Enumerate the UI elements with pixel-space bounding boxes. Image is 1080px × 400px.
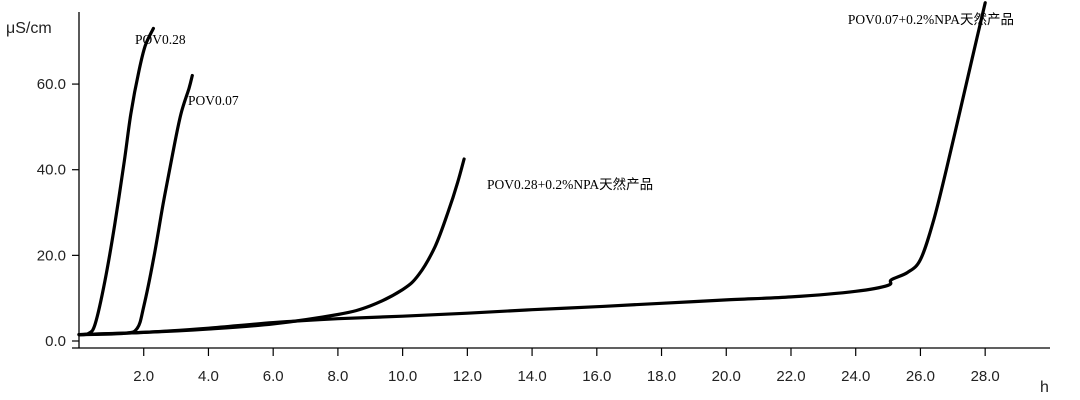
y-axis-unit-label: μS/cm bbox=[6, 20, 52, 37]
y-tick-label: 0.0 bbox=[45, 333, 66, 350]
series-lines bbox=[77, 1, 987, 337]
x-tick-label: 18.0 bbox=[647, 368, 676, 385]
series-label-1: POV0.28 bbox=[135, 32, 186, 47]
x-tick-label: 22.0 bbox=[776, 368, 805, 385]
x-axis-unit-label: h bbox=[1040, 379, 1049, 396]
series-labels: POV0.28 POV0.07 POV0.28+0.2%NPA天然产品 POV0.07… bbox=[135, 11, 1014, 192]
series-line-3 bbox=[77, 157, 466, 337]
x-tick-label: 2.0 bbox=[133, 368, 154, 385]
axes: μS/cm h bbox=[6, 12, 1050, 396]
x-tick-label: 26.0 bbox=[906, 368, 935, 385]
x-tick-label: 28.0 bbox=[971, 368, 1000, 385]
x-tick-label: 12.0 bbox=[453, 368, 482, 385]
series-line-1 bbox=[77, 26, 155, 337]
ticks: 2.0 4.0 6.0 8.0 10.0 12.0 14.0 16.0 18.0 20.0 22.0… bbox=[37, 76, 1000, 385]
series-label-4: POV0.07+0.2%NPA天然产品 bbox=[848, 11, 1014, 27]
x-tick-label: 16.0 bbox=[582, 368, 611, 385]
x-tick-label: 10.0 bbox=[388, 368, 417, 385]
x-tick-label: 8.0 bbox=[327, 368, 348, 385]
y-tick-label: 40.0 bbox=[37, 162, 66, 179]
series-line-2 bbox=[77, 73, 194, 337]
x-tick-label: 20.0 bbox=[712, 368, 741, 385]
series-label-3: POV0.28+0.2%NPA天然产品 bbox=[487, 176, 653, 192]
y-tick-label: 20.0 bbox=[37, 247, 66, 264]
x-tick-label: 24.0 bbox=[841, 368, 870, 385]
series-label-2: POV0.07 bbox=[188, 93, 239, 108]
y-tick-label: 60.0 bbox=[37, 76, 66, 93]
series-line-4 bbox=[77, 1, 987, 337]
x-tick-label: 6.0 bbox=[263, 368, 284, 385]
x-tick-label: 14.0 bbox=[517, 368, 546, 385]
x-tick-label: 4.0 bbox=[198, 368, 219, 385]
